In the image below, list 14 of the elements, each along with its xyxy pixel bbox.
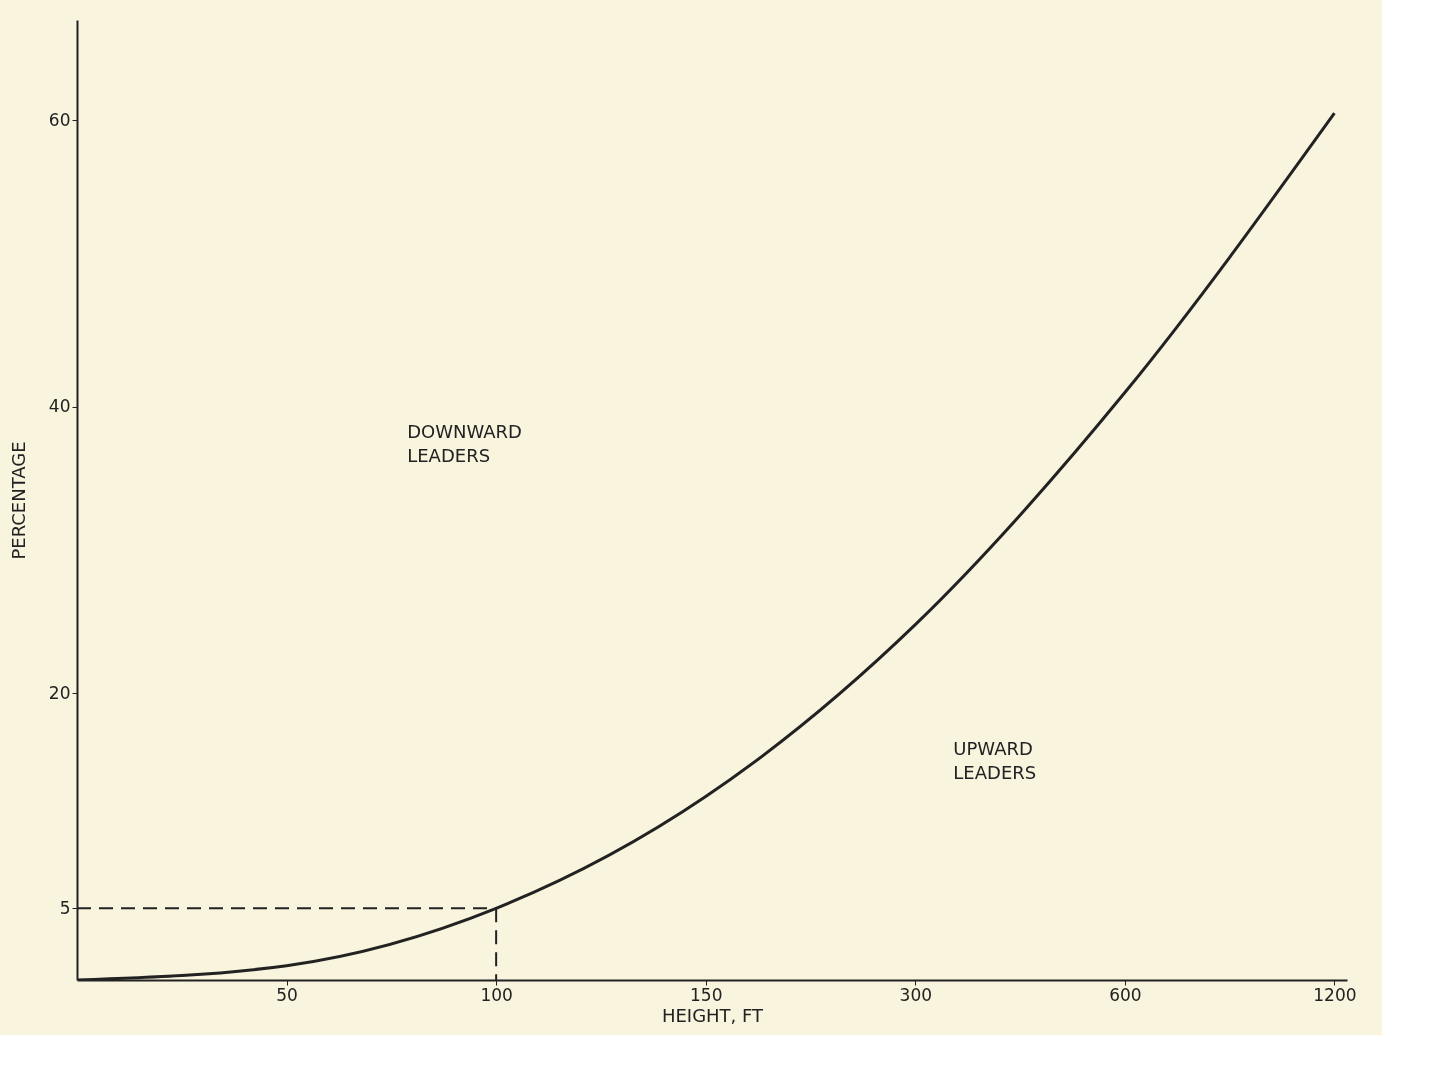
y-tick-label: 40	[48, 396, 71, 417]
y-axis-title: PERCENTAGE	[7, 441, 29, 560]
y-tick-label: 60	[48, 109, 71, 130]
x-tick-label: 100	[480, 984, 513, 1005]
annotation: DOWNWARD LEADERS	[407, 420, 522, 466]
x-tick-label: 50	[276, 984, 298, 1005]
x-tick-label: 150	[689, 984, 723, 1005]
y-tick-label: 20	[48, 682, 71, 703]
x-tick-label: 1200	[1313, 984, 1357, 1005]
x-tick-label: 600	[1109, 984, 1142, 1005]
annotation: UPWARD LEADERS	[953, 737, 1037, 783]
x-axis-title: HEIGHT, FT	[661, 1004, 765, 1026]
y-tick-label: 5	[59, 897, 71, 918]
x-tick-label: 300	[899, 984, 933, 1005]
